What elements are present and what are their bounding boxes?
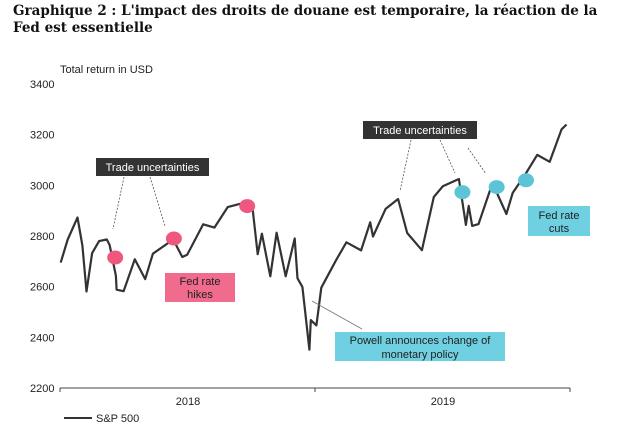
annotation-fed-rate-cuts: Fed rate cuts bbox=[528, 206, 590, 236]
y-tick-label: 2200 bbox=[30, 383, 54, 395]
x-tick-label: 2018 bbox=[176, 396, 200, 408]
figure-title: Graphique 2 : L'impact des droits de dou… bbox=[13, 3, 598, 36]
y-axis-label: Total return in USD bbox=[60, 64, 153, 76]
annotation-trade-uncertainties-2019: Trade uncertainties bbox=[363, 121, 477, 139]
arrow-line bbox=[149, 176, 166, 227]
powell-pointer-line bbox=[311, 300, 363, 330]
x-tick-label: 2019 bbox=[431, 396, 455, 408]
marker-fed-rate-hikes bbox=[107, 250, 124, 265]
svg-text:hikes: hikes bbox=[187, 289, 213, 301]
marker-fed-rate-cuts bbox=[517, 173, 534, 188]
svg-text:monetary policy: monetary policy bbox=[381, 349, 459, 361]
svg-text:cuts: cuts bbox=[549, 223, 570, 235]
marker-fed-rate-hikes bbox=[165, 231, 182, 246]
marker-fed-rate-hikes bbox=[239, 199, 256, 214]
y-tick-label: 3000 bbox=[30, 180, 54, 192]
annotation-fed-rate-hikes: Fed rate hikes bbox=[165, 273, 235, 302]
series-line-sp500 bbox=[59, 123, 568, 351]
y-tick-label: 2600 bbox=[30, 282, 54, 294]
annotation-powell: Powell announces change of monetary poli… bbox=[335, 332, 505, 361]
y-tick-label: 2400 bbox=[30, 332, 54, 344]
y-tick-label: 3400 bbox=[30, 79, 54, 91]
y-tick-label: 2800 bbox=[30, 231, 54, 243]
svg-text:Trade uncertainties: Trade uncertainties bbox=[373, 125, 467, 137]
arrow-line bbox=[112, 176, 125, 230]
legend-label-sp500: S&P 500 bbox=[96, 413, 139, 425]
arrow-line bbox=[399, 139, 412, 192]
arrow-line bbox=[439, 139, 456, 174]
arrow-line bbox=[467, 147, 487, 175]
svg-text:Powell announces change of: Powell announces change of bbox=[350, 335, 492, 347]
marker-fed-rate-cuts bbox=[454, 185, 471, 200]
svg-text:Fed rate: Fed rate bbox=[180, 276, 221, 288]
marker-fed-rate-cuts bbox=[488, 180, 505, 195]
svg-text:Trade uncertainties: Trade uncertainties bbox=[106, 162, 200, 174]
y-tick-label: 3200 bbox=[30, 130, 54, 142]
annotation-trade-uncertainties-2018: Trade uncertainties bbox=[96, 158, 209, 176]
svg-text:Fed rate: Fed rate bbox=[539, 210, 580, 222]
